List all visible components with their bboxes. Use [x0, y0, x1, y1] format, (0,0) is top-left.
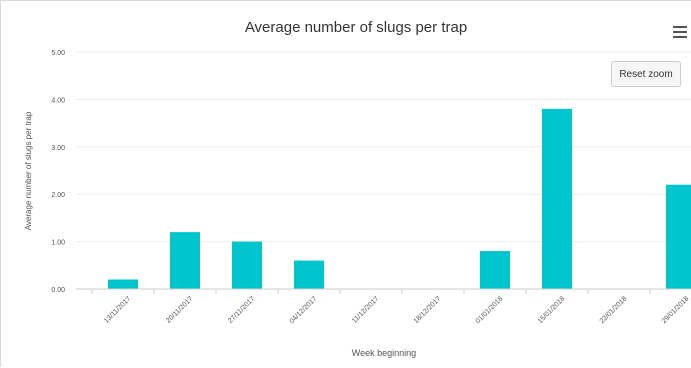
- x-tick-label: 11/12/2017: [351, 295, 380, 324]
- bar[interactable]: [232, 241, 262, 289]
- bars: [108, 108, 691, 289]
- hamburger-menu-icon[interactable]: [673, 26, 687, 38]
- y-tick-label: 5.00: [51, 50, 65, 57]
- chart-title: Average number of slugs per trap: [245, 19, 467, 36]
- y-axis-label: Average number of slugs per trap: [24, 111, 33, 230]
- x-tick-label: 20/11/2017: [165, 295, 194, 324]
- x-axis-label: Week beginning: [352, 348, 416, 358]
- x-tick-label: 27/11/2017: [227, 295, 256, 324]
- y-tick-label: 2.00: [51, 192, 65, 199]
- bar[interactable]: [480, 251, 510, 289]
- x-axis-ticks: 13/11/2017 20/11/2017 27/11/2017 04/12/2017…: [91, 289, 691, 325]
- bar[interactable]: [542, 108, 572, 289]
- grid-lines: [76, 51, 691, 243]
- y-axis-ticks: 0.00 1.00 2.00 3.00 4.00 5.00: [51, 50, 65, 294]
- x-tick-label: 01/01/2018: [475, 295, 505, 325]
- bar[interactable]: [108, 279, 138, 289]
- y-tick-label: 1.00: [51, 240, 65, 247]
- bar[interactable]: [170, 232, 200, 289]
- bar[interactable]: [294, 260, 324, 289]
- menu-icon-bar: [673, 26, 687, 28]
- y-tick-label: 4.00: [51, 97, 65, 104]
- x-tick-label: 13/11/2017: [103, 295, 132, 324]
- reset-zoom-button[interactable]: Reset zoom: [611, 61, 681, 87]
- x-tick-label: 15/01/2018: [537, 295, 567, 325]
- x-tick-label: 22/01/2018: [599, 295, 629, 325]
- y-tick-label: 3.00: [51, 145, 65, 152]
- menu-icon-bar: [673, 36, 687, 38]
- x-tick-label: 29/01/2018: [661, 295, 691, 325]
- x-tick-label: 18/12/2017: [413, 295, 443, 325]
- y-tick-label: 0.00: [51, 287, 65, 294]
- bar[interactable]: [666, 184, 691, 289]
- x-tick-label: 04/12/2017: [289, 295, 319, 325]
- menu-icon-bar: [673, 31, 687, 33]
